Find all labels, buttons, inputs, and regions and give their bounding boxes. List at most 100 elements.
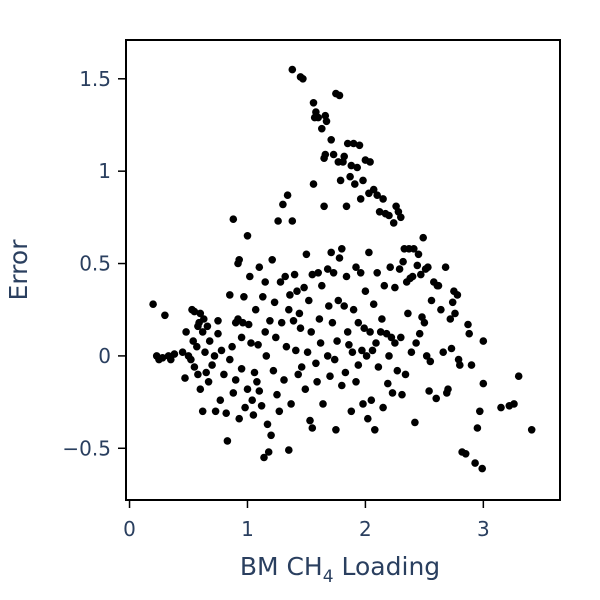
data-point [360,324,369,333]
data-point [527,426,536,434]
data-point [343,328,352,336]
data-point [223,437,232,445]
data-point [190,363,199,371]
data-point [372,339,380,347]
data-point [250,368,259,377]
data-point [178,348,187,357]
data-point [412,339,420,347]
data-point [261,278,270,286]
data-point [388,389,397,397]
data-point [378,315,386,323]
x-tick-label: 3 [477,517,490,541]
data-point [279,200,287,209]
data-point [408,272,417,281]
data-point [229,389,238,397]
y-tick-label: 1.5 [79,67,111,91]
data-point [241,403,249,412]
x-axis: 0 1 2 3 [123,500,490,541]
data-point [273,390,281,399]
data-point [266,317,274,325]
data-point [345,341,353,349]
data-point [308,424,317,432]
data-point [229,215,238,223]
data-point [200,315,208,323]
data-point [476,407,484,416]
data-point [335,254,344,262]
data-point [303,348,312,357]
data-point [343,139,352,148]
data-point [292,346,300,355]
data-point [251,305,260,314]
data-point [280,376,288,384]
x-axis-title: BM CH4 Loading [240,552,440,587]
data-point [288,65,297,74]
data-point [285,446,293,454]
data-point [355,141,364,150]
data-point [359,400,367,408]
data-point [395,265,404,273]
data-point [299,75,307,83]
data-point [315,315,324,323]
data-point [441,263,450,272]
data-point [190,307,199,316]
data-point [322,117,331,126]
data-point [320,202,328,211]
data-point [448,298,457,307]
data-point [352,378,360,386]
data-point [182,328,190,336]
data-point [198,407,207,416]
data-point [347,407,356,416]
data-point [316,339,325,347]
data-point [203,322,212,331]
data-point [295,309,304,318]
data-point [359,176,367,185]
data-point [422,352,431,360]
data-point [385,352,393,360]
data-point [202,368,210,377]
data-point [369,300,378,309]
data-point [419,233,428,242]
data-point [321,150,330,159]
data-point [329,150,338,159]
data-point [181,374,189,382]
data-point [380,281,389,290]
data-point [167,355,175,364]
data-point [439,348,448,357]
y-axis-title: Error [4,239,33,301]
data-point [309,180,318,188]
data-point [327,248,336,257]
data-point [369,185,378,194]
data-point [267,431,275,440]
data-point [407,348,416,357]
data-point [471,459,479,467]
data-point [330,355,339,364]
x-axis-title-subscript: 4 [323,567,334,587]
data-point [149,300,157,309]
data-point [334,296,343,305]
x-tick-label: 0 [123,517,136,541]
x-axis-title-suffix: Loading [334,552,441,581]
data-point [376,328,385,336]
data-point [325,302,333,310]
data-point [373,191,382,199]
data-point [323,265,332,273]
data-point [282,342,291,351]
data-point [349,305,358,314]
data-point [479,379,488,388]
data-point [226,355,234,364]
data-point [318,281,326,290]
data-point [456,361,464,369]
data-point [246,272,254,281]
data-point [444,385,452,394]
data-point [335,91,344,100]
data-point [465,329,474,338]
data-point [333,337,341,345]
data-point [353,163,362,172]
data-point [397,333,405,342]
data-point [276,278,285,286]
y-tick-label: 0 [98,344,111,368]
data-point [288,217,297,225]
data-point [196,309,205,318]
data-point [243,385,252,394]
data-point [432,394,441,403]
